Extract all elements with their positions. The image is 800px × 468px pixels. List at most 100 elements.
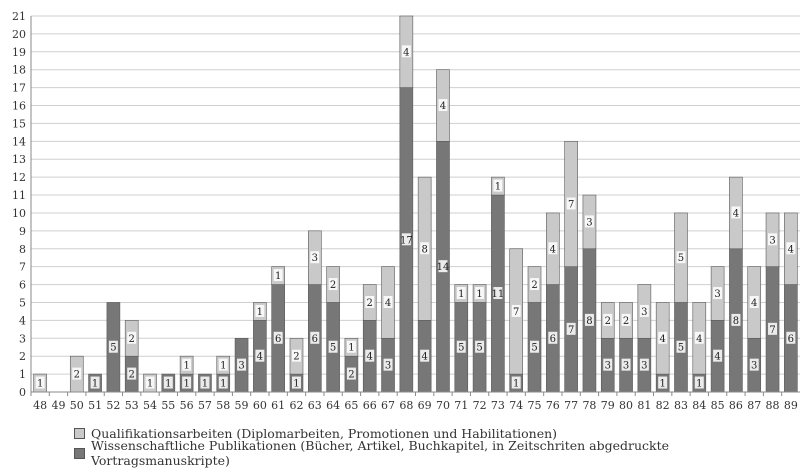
- data-label: 4: [550, 244, 556, 255]
- x-tick-label: 63: [308, 399, 322, 412]
- data-label: 7: [513, 307, 519, 318]
- x-tick-label: 78: [582, 399, 596, 412]
- data-label: 3: [385, 361, 391, 372]
- data-label: 1: [257, 307, 263, 318]
- data-label-bg: [749, 358, 759, 371]
- data-label: 2: [74, 370, 80, 381]
- x-tick-label: 79: [601, 399, 615, 412]
- y-tick-label: 11: [12, 189, 26, 202]
- data-label: 2: [367, 298, 373, 309]
- data-label-bg: [438, 260, 448, 273]
- data-label-bg: [658, 331, 668, 344]
- y-tick-label: 5: [19, 296, 26, 309]
- data-label-bg: [603, 358, 613, 371]
- x-tick-label: 88: [766, 399, 780, 412]
- data-label: 14: [437, 262, 450, 273]
- data-label-bg: [749, 295, 759, 308]
- data-label-bg: [328, 340, 338, 353]
- data-label-bg: [291, 349, 301, 362]
- gridlines: [31, 15, 800, 393]
- data-label-bg: [127, 367, 137, 380]
- x-tick-label: 68: [399, 399, 413, 412]
- y-tick-label: 4: [19, 314, 26, 327]
- data-label: 4: [659, 334, 665, 345]
- x-tick-label: 51: [88, 399, 102, 412]
- x-tick-label: 66: [363, 399, 377, 412]
- data-label-bg: [218, 358, 228, 371]
- x-tick-label: 49: [51, 399, 65, 412]
- x-tick-label: 75: [528, 399, 542, 412]
- x-tick-label: 67: [381, 399, 395, 412]
- data-label-bg: [713, 349, 723, 362]
- data-label-bg: [621, 313, 631, 326]
- data-label: 2: [330, 280, 336, 291]
- y-tick-label: 2: [19, 350, 26, 363]
- data-label: 6: [788, 334, 794, 345]
- data-label-bg: [218, 376, 228, 389]
- x-tick-label: 48: [33, 399, 47, 412]
- y-tick-label: 21: [12, 10, 26, 23]
- data-label-bg: [401, 233, 411, 246]
- x-tick-label: 86: [729, 399, 743, 412]
- x-tick-label: 60: [253, 399, 267, 412]
- data-label-bg: [182, 376, 192, 389]
- x-tick-label: 81: [637, 399, 651, 412]
- data-label: 1: [37, 379, 43, 390]
- data-label: 4: [751, 298, 757, 309]
- data-label: 4: [403, 47, 409, 58]
- data-label: 5: [458, 343, 464, 354]
- data-label-bg: [420, 242, 430, 255]
- legend: Qualifikationsarbeiten (Diplomarbeiten, …: [74, 423, 800, 468]
- data-label-bg: [346, 367, 356, 380]
- data-label: 6: [275, 334, 281, 345]
- x-tick-label: 64: [326, 399, 340, 412]
- x-tick-label: 65: [344, 399, 358, 412]
- legend-label-qualifikationsarbeiten: Qualifikationsarbeiten (Diplomarbeiten, …: [91, 425, 558, 441]
- x-tick-label: 87: [747, 399, 761, 412]
- legend-item-wissenschaftliche-publikationen: Wissenschaftliche Publikationen (Bücher,…: [74, 438, 800, 468]
- data-label-bg: [584, 313, 594, 326]
- data-label: 4: [257, 352, 263, 363]
- data-label: 3: [641, 361, 647, 372]
- data-label: 4: [788, 244, 794, 255]
- data-label: 1: [476, 289, 482, 300]
- data-label-bg: [328, 278, 338, 291]
- data-label: 1: [659, 379, 665, 390]
- data-label: 1: [165, 379, 171, 390]
- data-label-bg: [90, 376, 100, 389]
- data-label-bg: [566, 322, 576, 335]
- y-tick-label: 13: [12, 153, 26, 166]
- y-tick-label: 20: [12, 28, 26, 41]
- data-label: 3: [751, 361, 757, 372]
- data-label: 1: [513, 379, 519, 390]
- y-tick-label: 17: [12, 82, 26, 95]
- data-label-bg: [786, 242, 796, 255]
- data-label: 3: [238, 361, 244, 372]
- data-label-bg: [365, 295, 375, 308]
- y-tick-label: 12: [12, 171, 26, 184]
- data-label-bg: [731, 313, 741, 326]
- legend-item-qualifikationsarbeiten: Qualifikationsarbeiten (Diplomarbeiten, …: [74, 423, 800, 443]
- data-label: 7: [568, 325, 574, 336]
- data-label-bg: [438, 99, 448, 112]
- data-label-bg: [493, 179, 503, 192]
- y-tick-label: 10: [12, 207, 26, 220]
- data-label: 11: [492, 289, 505, 300]
- data-label: 3: [641, 307, 647, 318]
- data-label-bg: [255, 304, 265, 317]
- data-label-bg: [108, 340, 118, 353]
- data-label-bg: [511, 376, 521, 389]
- data-label: 4: [367, 352, 373, 363]
- x-tick-label: 77: [564, 399, 578, 412]
- data-label: 4: [440, 101, 446, 112]
- data-label: 4: [385, 298, 391, 309]
- y-tick-label: 15: [12, 117, 26, 130]
- x-tick-label: 84: [692, 399, 706, 412]
- data-label: 1: [220, 379, 226, 390]
- y-tick-label: 16: [12, 100, 26, 113]
- data-label: 1: [147, 379, 153, 390]
- data-label: 1: [458, 289, 464, 300]
- x-tick-label: 70: [436, 399, 450, 412]
- data-label: 1: [348, 343, 354, 354]
- data-label-bg: [530, 340, 540, 353]
